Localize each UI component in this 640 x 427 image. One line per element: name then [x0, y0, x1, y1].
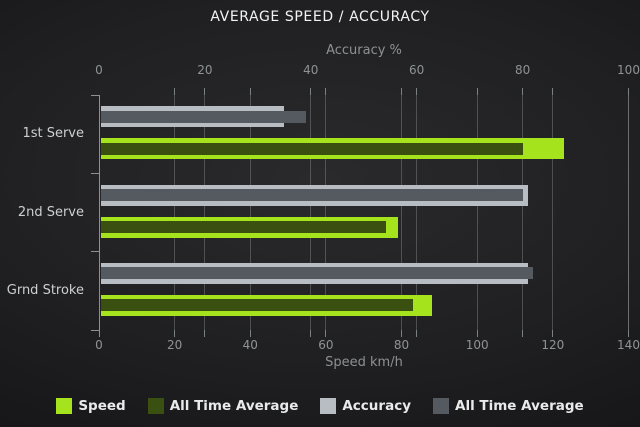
category-axis-line	[98, 95, 100, 337]
tick-bottom-bottom-80	[401, 330, 403, 337]
bottom-tick-label: 120	[541, 338, 565, 352]
bottom-tick-label: 140	[617, 338, 640, 352]
bottom-tick-label: 60	[318, 338, 334, 352]
gridline-bottom-140	[628, 95, 629, 330]
category-axis-tick	[90, 329, 99, 331]
tick-top-bottom-20	[174, 88, 176, 95]
tick-bottom-top-80	[522, 330, 524, 337]
bar-alltime-bottom-grnd-stroke	[100, 299, 413, 312]
legend-label: Accuracy	[342, 398, 411, 414]
legend-swatch	[147, 398, 164, 414]
tick-top-bottom-40	[249, 88, 251, 95]
legend-label: All Time Average	[169, 398, 299, 414]
tick-top-bottom-80	[401, 88, 403, 95]
bar-alltime-top-2nd-serve	[100, 189, 523, 201]
gridline-top-40	[310, 95, 312, 330]
category-label: 1st Serve	[22, 126, 84, 142]
legend-item-speed[interactable]: Speed	[56, 398, 126, 414]
bottom-tick-label: 40	[242, 338, 258, 352]
gridline-top-100	[628, 95, 629, 330]
category-axis-tick	[90, 94, 99, 96]
gridline-bottom-120	[552, 95, 554, 330]
tick-top-top-80	[522, 88, 524, 95]
tick-top-bottom-140	[628, 88, 629, 95]
bar-alltime-top-1st-serve	[100, 110, 306, 123]
gridline-bottom-40	[249, 95, 251, 330]
tick-bottom-top-40	[310, 330, 312, 337]
top-tick-label: 60	[409, 63, 425, 77]
bottom-tick-label: 20	[167, 338, 183, 352]
legend-item-all-time-average[interactable]: All Time Average	[147, 398, 299, 414]
gridline-top-80	[522, 95, 524, 330]
legend: Speed All Time Average Accuracy All Time Av…	[0, 398, 640, 414]
gridline-bottom-20	[174, 95, 176, 330]
legend-item-accuracy[interactable]: Accuracy	[320, 398, 411, 414]
legend-swatch	[433, 398, 449, 414]
tick-top-top-20	[204, 88, 206, 95]
legend-item-all-time-average[interactable]: All Time Average	[433, 398, 584, 414]
bottom-axis-title: Speed km/h	[325, 355, 403, 370]
tick-top-top-40	[310, 88, 312, 95]
chart-title: AVERAGE SPEED / ACCURACY	[210, 9, 430, 25]
tick-top-bottom-100	[476, 88, 478, 95]
legend-swatch	[320, 398, 337, 414]
bottom-tick-label: 0	[95, 338, 103, 352]
bottom-tick-label: 80	[393, 338, 410, 352]
category-axis-tick	[90, 251, 99, 253]
tick-bottom-top-60	[416, 330, 418, 337]
top-tick-label: 0	[95, 63, 103, 77]
top-tick-label: 80	[514, 63, 531, 77]
gridline-bottom-100	[476, 95, 478, 330]
top-axis-title: Accuracy %	[326, 43, 402, 58]
legend-label: Speed	[78, 398, 126, 414]
bar-alltime-bottom-1st-serve	[100, 142, 523, 155]
category-axis-tick	[90, 172, 99, 174]
tick-top-bottom-60	[325, 88, 327, 95]
gridline-bottom-60	[325, 95, 327, 330]
gridline-top-20	[204, 95, 206, 330]
bar-alltime-top-grnd-stroke	[100, 267, 534, 280]
tick-bottom-bottom-40	[249, 330, 251, 337]
bar-alltime-bottom-2nd-serve	[100, 221, 387, 233]
tick-top-top-60	[416, 88, 418, 95]
legend-label: All Time Average	[455, 398, 584, 414]
category-label: Grnd Stroke	[6, 282, 84, 298]
legend-swatch	[56, 398, 73, 414]
bottom-tick-label: 100	[465, 338, 489, 352]
category-label: 2nd Serve	[17, 204, 84, 220]
top-tick-label: 20	[197, 63, 213, 77]
tick-bottom-bottom-20	[174, 330, 176, 337]
gridline-top-60	[416, 95, 418, 330]
tick-bottom-bottom-120	[552, 330, 554, 337]
tick-bottom-bottom-100	[476, 330, 478, 337]
top-tick-label: 40	[303, 63, 319, 77]
gridline-bottom-80	[401, 95, 403, 330]
tick-bottom-bottom-140	[628, 330, 629, 337]
tick-top-bottom-120	[552, 88, 554, 95]
tick-bottom-top-20	[204, 330, 206, 337]
top-tick-label: 100	[617, 63, 640, 77]
tick-bottom-bottom-60	[325, 330, 327, 337]
